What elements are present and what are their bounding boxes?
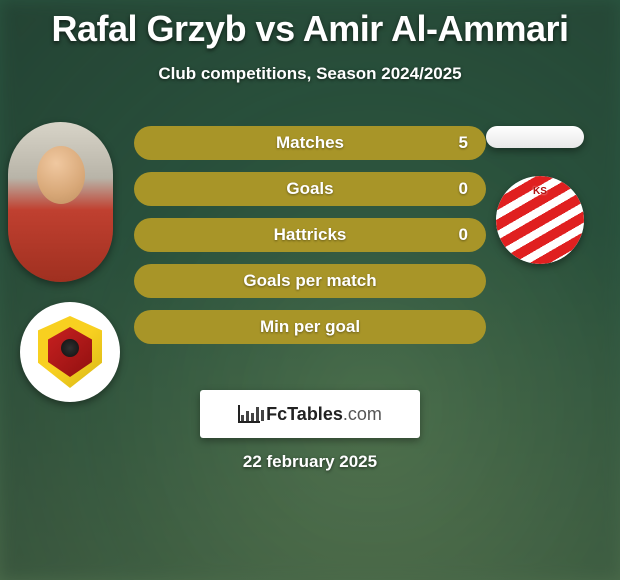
- player-left-avatar: [8, 122, 113, 282]
- club-left-badge: [20, 302, 120, 402]
- player-right-avatar: [486, 126, 584, 148]
- stat-label: Min per goal: [260, 317, 360, 337]
- stat-right-value: 0: [459, 225, 468, 245]
- stat-label: Matches: [276, 133, 344, 153]
- site-badge: FcTables.com: [200, 390, 420, 438]
- club-left-shield-icon: [38, 316, 102, 388]
- stat-row: Goals per match: [134, 264, 486, 298]
- comparison-title: Rafal Grzyb vs Amir Al-Ammari: [0, 8, 620, 50]
- stat-right-value: 0: [459, 179, 468, 199]
- chart-icon: [238, 405, 260, 423]
- stat-row: Goals 0: [134, 172, 486, 206]
- club-right-abbr: KS: [533, 186, 547, 197]
- comparison-subtitle: Club competitions, Season 2024/2025: [0, 64, 620, 84]
- footer-date: 22 february 2025: [0, 452, 620, 472]
- stat-row: Matches 5: [134, 126, 486, 160]
- stat-row: Min per goal: [134, 310, 486, 344]
- club-right-badge: KS: [496, 176, 584, 264]
- stat-label: Goals: [286, 179, 333, 199]
- stat-label: Hattricks: [274, 225, 347, 245]
- stat-row: Hattricks 0: [134, 218, 486, 252]
- stat-right-value: 5: [459, 133, 468, 153]
- stat-label: Goals per match: [243, 271, 376, 291]
- player-left-head: [37, 146, 85, 204]
- site-name: FcTables.com: [266, 404, 382, 425]
- stats-list: Matches 5 Goals 0 Hattricks 0 Goals per match M…: [134, 126, 486, 344]
